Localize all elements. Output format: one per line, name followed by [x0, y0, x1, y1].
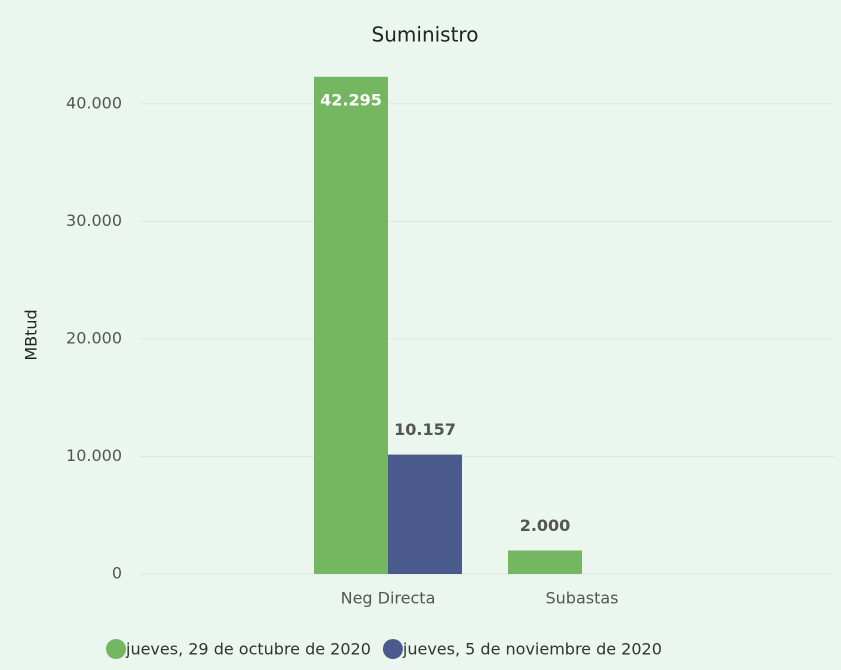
bar	[508, 550, 582, 574]
data-label: 10.157	[394, 420, 456, 439]
y-tick-label: 30.000	[66, 211, 122, 230]
legend-label: jueves, 5 de noviembre de 2020	[402, 640, 662, 659]
bar	[314, 76, 388, 575]
data-label: 42.295	[320, 90, 382, 109]
y-tick-label: 20.000	[66, 328, 122, 347]
chart-title: Suministro	[372, 23, 479, 47]
y-tick-label: 10.000	[66, 446, 122, 465]
data-label: 2.000	[520, 516, 571, 535]
legend-swatch	[106, 639, 126, 659]
bar	[388, 454, 462, 574]
x-tick-label: Neg Directa	[341, 589, 436, 608]
legend-swatch	[382, 639, 403, 659]
y-axis-label: MBtud	[22, 309, 41, 360]
legend-label: jueves, 29 de octubre de 2020	[125, 640, 371, 659]
y-tick-label: 40.000	[66, 93, 122, 112]
x-tick-label: Subastas	[545, 589, 618, 608]
y-tick-label: 0	[112, 564, 122, 583]
